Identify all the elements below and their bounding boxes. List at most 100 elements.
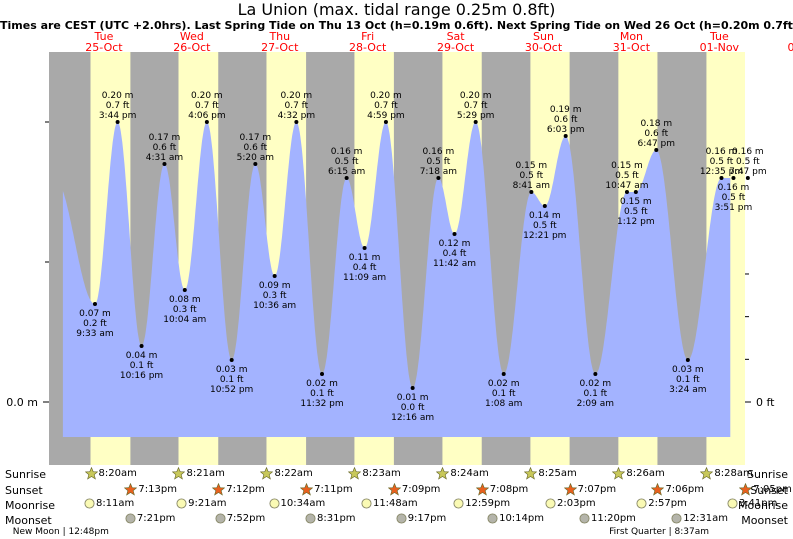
day-date: 27-Oct — [261, 41, 299, 54]
tide-label: 7:18 am — [420, 167, 457, 177]
tide-label: 11:42 am — [433, 259, 476, 269]
tide-point — [162, 162, 167, 166]
tide-label: 0.12 m — [439, 239, 471, 249]
tide-label: 0.17 m — [149, 133, 181, 143]
tide-label: 10:04 am — [163, 315, 206, 325]
day-date: 25-Oct — [85, 41, 123, 54]
tide-label: 0.7 ft — [464, 101, 488, 111]
moonrise-time: 9:21am — [188, 498, 227, 509]
sunrise-time: 8:26am — [626, 468, 665, 479]
sunset-icon — [475, 483, 490, 496]
tide-label: 0.6 ft — [554, 115, 578, 125]
tide-label: 0.1 ft — [676, 375, 700, 385]
moonrise-icon — [727, 498, 739, 509]
moonset-icon — [215, 513, 227, 524]
moonset-row-label-right: Moonset — [741, 514, 788, 527]
moonset-time: 9:17pm — [407, 513, 447, 524]
tide-label: 0.16 m — [732, 147, 764, 157]
sunrise-event: 8:21am — [172, 467, 225, 480]
moonrise-row-label: Moonrise — [5, 499, 55, 512]
moonrise-event: 9:21am — [176, 498, 226, 509]
tide-label: 4:59 pm — [367, 111, 405, 121]
tide-label: 0.01 m — [397, 393, 429, 403]
sunset-icon — [651, 483, 665, 496]
moonset-icon — [305, 513, 317, 524]
tide-label: 3:51 pm — [715, 203, 753, 213]
moonset-icon — [487, 513, 499, 524]
tide-label: 5:20 am — [237, 153, 274, 163]
tide-label: 0.15 m — [611, 161, 643, 171]
sunrise-icon — [436, 467, 450, 480]
sunrise-row-label-right: Sunrise — [746, 468, 788, 481]
moonrise-row-label-right: Moonrise — [738, 499, 788, 512]
moonrise-time: 3:41pm — [738, 498, 778, 509]
moonrise-event: 11:48am — [361, 498, 418, 509]
tide-label: 0.4 ft — [353, 263, 377, 273]
tide-point — [529, 190, 534, 194]
tide-label: 11:32 pm — [300, 399, 343, 409]
tide-point — [410, 386, 415, 390]
tide-label: 0.5 ft — [533, 221, 557, 231]
moonset-event: 12:31am — [671, 513, 728, 524]
tide-label: 0.5 ft — [624, 207, 648, 217]
moonrise-icon — [453, 498, 465, 509]
tide-label: 9:33 am — [76, 329, 113, 339]
sunrise-time: 8:24am — [450, 468, 489, 479]
tide-label: 0.15 m — [516, 161, 548, 171]
tide-label: 0.02 m — [488, 379, 520, 389]
y-axis-label-right: 0 ft — [756, 396, 775, 409]
tide-point — [731, 176, 736, 180]
tide-label: 10:16 pm — [120, 371, 163, 381]
sunset-event: 7:13pm — [124, 483, 177, 496]
day-name: Tue — [94, 30, 114, 43]
sunrise-time: 8:28am — [714, 468, 753, 479]
tide-label: 0.3 ft — [263, 291, 287, 301]
sunrise-time: 8:21am — [186, 468, 225, 479]
day-date: 02-Nov — [788, 41, 793, 54]
sunset-time: 7:06pm — [665, 484, 704, 495]
moonrise-event: 3:41pm — [727, 498, 778, 509]
sunrise-icon — [700, 467, 714, 480]
tide-label: 0.6 ft — [243, 143, 267, 153]
tide-label: 0.1 ft — [310, 389, 334, 399]
tide-label: 11:09 am — [343, 273, 386, 283]
tide-point — [542, 204, 547, 208]
tide-label: 0.1 ft — [492, 389, 516, 399]
moonset-icon — [125, 513, 137, 524]
moonset-time: 12:31am — [683, 513, 728, 524]
moonrise-icon — [545, 498, 557, 509]
tide-label: 0.14 m — [529, 211, 561, 221]
sunset-row-label: Sunset — [5, 484, 43, 497]
sunrise-icon — [348, 467, 362, 480]
moonrise-event: 8:11am — [84, 498, 134, 509]
tide-point — [229, 358, 234, 362]
tide-point — [115, 120, 120, 124]
tide-label: 0.02 m — [306, 379, 338, 389]
moonset-event: 8:31pm — [305, 513, 356, 524]
moonset-time: 7:52pm — [226, 513, 266, 524]
tide-label: 0.08 m — [169, 295, 201, 305]
sunset-icon — [739, 483, 753, 496]
tide-label: 0.4 ft — [443, 249, 467, 259]
tide-point — [182, 288, 187, 292]
day-name: Fri — [361, 30, 374, 43]
tide-label: 0.6 ft — [153, 143, 177, 153]
tide-label: 3:24 am — [669, 385, 706, 395]
sunrise-time: 8:23am — [362, 468, 401, 479]
moonrise-icon — [268, 498, 281, 509]
moonrise-event: 12:59pm — [453, 498, 510, 509]
tide-label: 2:09 am — [577, 399, 614, 409]
tide-label: 12:21 pm — [523, 231, 566, 241]
tide-label: 0.1 ft — [584, 389, 608, 399]
day-date: 01-Nov — [700, 41, 740, 54]
moon-phase: New Moon | 12:48pm — [12, 527, 109, 537]
tide-area — [62, 122, 731, 437]
sunrise-event: 8:24am — [436, 467, 489, 480]
moonset-time: 10:14pm — [499, 513, 544, 524]
tide-label: 0.5 ft — [736, 157, 760, 167]
moonrise-icon — [84, 498, 96, 509]
tide-label: 0.7 ft — [285, 101, 309, 111]
moonrise-icon — [176, 498, 188, 509]
tide-point — [745, 176, 750, 180]
day-date: 26-Oct — [173, 41, 211, 54]
